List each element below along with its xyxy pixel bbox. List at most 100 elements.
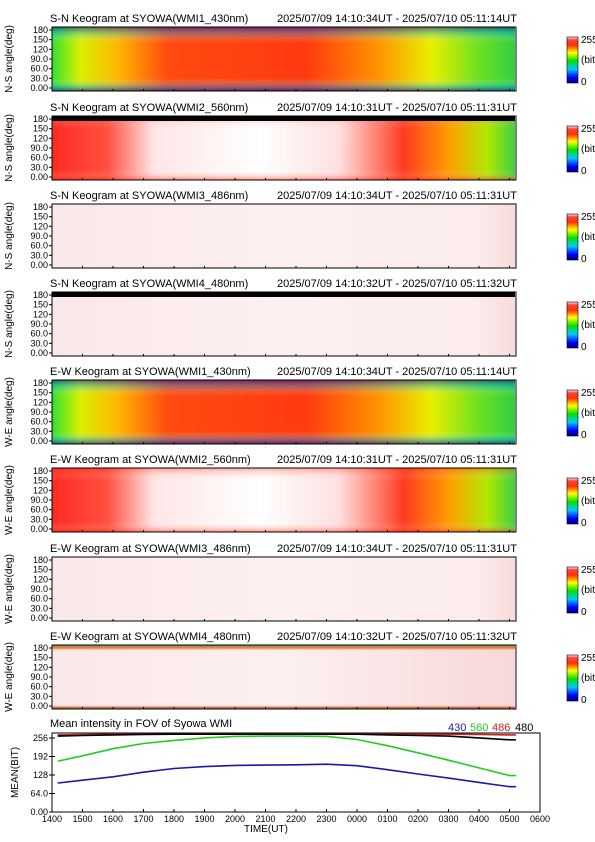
y-tick-label: 64.0 (30, 789, 48, 799)
series-point-560 (447, 759, 450, 761)
panel-title: S-N Keogram at SYOWA(WMI3_486nm) (50, 190, 248, 202)
y-tick-label: 120 (33, 485, 48, 495)
keogram-panels: S-N Keogram at SYOWA(WMI1_430nm) 2025/07/… (4, 13, 595, 712)
y-tick-label: 128 (33, 770, 48, 780)
y-tick-label: 60.0 (30, 241, 48, 251)
y-tick-label: 60.0 (30, 64, 48, 74)
panel-time-range: 2025/07/09 14:10:32UT - 2025/07/10 05:11… (277, 631, 517, 643)
series-point-430 (264, 764, 267, 766)
colorbar (566, 654, 579, 702)
series-point-560 (386, 745, 389, 747)
series-point-560 (417, 752, 419, 754)
series-point-430 (81, 779, 84, 781)
y-tick-label: 30.0 (30, 426, 48, 436)
x-tick-label: 1700 (133, 814, 153, 824)
series-point-480 (81, 734, 84, 737)
colorbar-unit-label: (bit) (581, 144, 595, 155)
keogram-panel-3: S-N Keogram at SYOWA(WMI3_486nm) 2025/07/… (4, 190, 595, 270)
y-tick-label: 180 (33, 555, 48, 565)
series-point-480 (203, 733, 206, 735)
y-tick-label: 0.00 (30, 83, 48, 93)
colorbar-min-label: 0 (581, 166, 587, 177)
y-tick-label: 0.00 (30, 807, 48, 817)
series-point-486 (515, 734, 517, 736)
series-point-480 (478, 737, 480, 739)
series-point-560 (356, 738, 358, 741)
series-point-430 (234, 764, 236, 767)
y-tick-label: 180 (33, 202, 48, 212)
panel-time-range: 2025/07/09 14:10:34UT - 2025/07/10 05:11… (277, 13, 517, 25)
series-point-480 (325, 733, 328, 735)
y-tick-label: 30.0 (30, 603, 48, 613)
keogram-panel-5: E-W Keogram at SYOWA(WMI1_430nm) 2025/07/… (4, 366, 595, 447)
keogram-top-strip (52, 116, 515, 121)
x-axis-label: TIME(UT) (244, 824, 288, 835)
colorbar-max-label: 255 (581, 35, 595, 46)
x-tick-label: 1500 (72, 814, 92, 824)
series-point-430 (478, 781, 480, 783)
y-tick-label: 90.0 (30, 319, 48, 329)
y-tick-label: 30.0 (30, 162, 48, 172)
series-point-430 (447, 777, 450, 779)
keogram-top-strip (52, 292, 515, 297)
series-point-560 (203, 737, 206, 739)
x-tick-label: 0400 (469, 814, 489, 824)
y-tick-label: 150 (33, 653, 48, 663)
colorbar (566, 36, 579, 84)
legend-entry-480: 480 (515, 722, 533, 734)
y-tick-label: 180 (33, 25, 48, 35)
series-point-560 (81, 755, 84, 757)
y-tick-label: 30.0 (30, 73, 48, 83)
y-axis-label: MEAN(BIT) (10, 747, 21, 798)
keogram-image-shade (52, 645, 515, 709)
series-point-486 (57, 734, 59, 736)
series-point-480 (295, 733, 297, 735)
panel-title: E-W Keogram at SYOWA(WMI2_560nm) (50, 454, 251, 466)
keogram-image-shade (52, 468, 515, 532)
colorbar-max-label: 255 (581, 565, 595, 576)
legend-entry-560: 560 (470, 722, 488, 734)
series-point-480 (173, 733, 175, 735)
y-tick-label: 120 (33, 662, 48, 672)
panel-title: E-W Keogram at SYOWA(WMI4_480nm) (50, 631, 251, 643)
colorbar (566, 389, 579, 437)
series-point-430 (295, 764, 297, 766)
colorbar-max-label: 255 (581, 124, 595, 135)
keogram-panel-1: S-N Keogram at SYOWA(WMI1_430nm) 2025/07/… (4, 13, 595, 93)
series-point-430 (515, 786, 517, 788)
colorbar-max-label: 255 (581, 300, 595, 311)
y-tick-label: 60.0 (30, 682, 48, 692)
colorbar-max-label: 255 (581, 388, 595, 399)
y-tick-label: 60.0 (30, 417, 48, 427)
y-tick-label: 60.0 (30, 594, 48, 604)
series-point-560 (325, 735, 328, 737)
colorbar-min-label: 0 (581, 77, 587, 88)
mean-intensity-plot: Mean intensity in FOV of Syowa WMI 430 560… (10, 718, 550, 835)
panel-title: S-N Keogram at SYOWA(WMI1_430nm) (50, 13, 248, 25)
y-tick-label: 90.0 (30, 495, 48, 505)
colorbar-min-label: 0 (581, 518, 587, 529)
colorbar (566, 566, 579, 614)
keogram-image-shade (52, 292, 515, 356)
y-tick-label: 120 (33, 44, 48, 54)
panel-time-range: 2025/07/09 14:10:34UT - 2025/07/10 05:11… (277, 543, 517, 555)
keogram-panel-2: S-N Keogram at SYOWA(WMI2_560nm) 2025/07/… (4, 102, 595, 182)
y-tick-label: 150 (33, 35, 48, 45)
y-axis-label: W-E angle(deg) (4, 377, 15, 447)
colorbar-min-label: 0 (581, 695, 587, 706)
series-point-560 (295, 735, 297, 737)
x-tick-label: 2100 (255, 814, 275, 824)
y-tick-label: 90.0 (30, 143, 48, 153)
panel-title: S-N Keogram at SYOWA(WMI4_480nm) (50, 278, 248, 290)
x-tick-label: 0500 (499, 814, 519, 824)
panel-time-range: 2025/07/09 14:10:31UT - 2025/07/10 05:11… (277, 454, 517, 466)
series-point-560 (508, 774, 511, 777)
y-tick-label: 120 (33, 133, 48, 143)
x-tick-label: 1400 (42, 814, 62, 824)
panel-time-range: 2025/07/09 14:10:32UT - 2025/07/10 05:11… (277, 278, 517, 290)
series-point-480 (508, 739, 511, 741)
y-tick-label: 0.00 (30, 524, 48, 534)
series-point-560 (234, 735, 236, 737)
x-tick-label: 1600 (103, 814, 123, 824)
colorbar-unit-label: (bit) (581, 320, 595, 331)
